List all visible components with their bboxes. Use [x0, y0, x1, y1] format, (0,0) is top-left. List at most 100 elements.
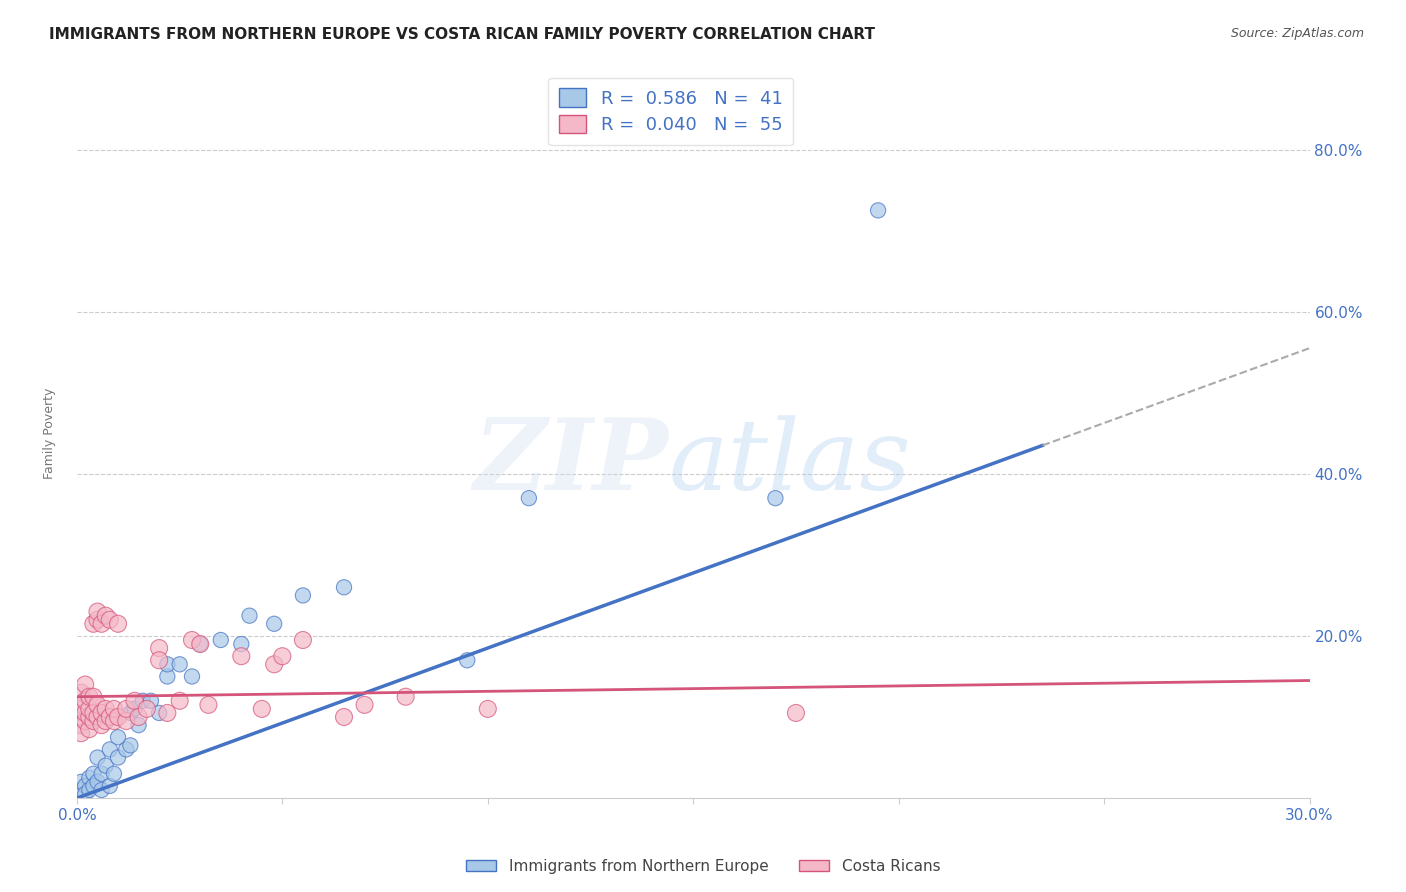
Point: [156, 669, 179, 683]
Point: [98, 613, 121, 627]
Point: [477, 702, 499, 716]
Point: [785, 706, 807, 720]
Point: [103, 702, 125, 716]
Point: [94, 702, 117, 716]
Point: [263, 657, 285, 672]
Point: [120, 706, 142, 720]
Point: [156, 706, 179, 720]
Point: [77, 722, 100, 736]
Point: [148, 706, 170, 720]
Point: [70, 726, 93, 740]
Point: [103, 714, 125, 728]
Point: [70, 686, 93, 700]
Point: [75, 677, 97, 691]
Point: [763, 491, 786, 505]
Point: [271, 649, 294, 664]
Point: [128, 718, 150, 732]
Point: [70, 775, 93, 789]
Point: [517, 491, 540, 505]
Point: [75, 706, 97, 720]
Point: [90, 766, 112, 780]
Point: [70, 783, 93, 797]
Point: [868, 203, 890, 218]
Point: [90, 616, 112, 631]
Point: [238, 608, 260, 623]
Point: [70, 706, 93, 720]
Point: [86, 775, 108, 789]
Point: [107, 750, 129, 764]
Point: [86, 710, 108, 724]
Point: [75, 779, 97, 793]
Point: [70, 718, 93, 732]
Point: [263, 616, 285, 631]
Text: Source: ZipAtlas.com: Source: ZipAtlas.com: [1230, 27, 1364, 40]
Text: atlas: atlas: [669, 415, 911, 510]
Point: [169, 694, 191, 708]
Point: [115, 714, 138, 728]
Point: [291, 589, 314, 603]
Point: [333, 710, 356, 724]
Point: [128, 710, 150, 724]
Point: [231, 649, 253, 664]
Point: [77, 771, 100, 785]
Point: [353, 698, 375, 712]
Point: [90, 706, 112, 720]
Point: [75, 714, 97, 728]
Point: [231, 637, 253, 651]
Point: [156, 657, 179, 672]
Point: [209, 632, 232, 647]
Y-axis label: Family Poverty: Family Poverty: [44, 388, 56, 479]
Point: [82, 714, 104, 728]
Point: [197, 698, 219, 712]
Point: [169, 657, 191, 672]
Point: [77, 690, 100, 704]
Point: [120, 739, 142, 753]
Legend: Immigrants from Northern Europe, Costa Ricans: Immigrants from Northern Europe, Costa R…: [460, 853, 946, 880]
Point: [82, 766, 104, 780]
Point: [135, 702, 157, 716]
Point: [98, 710, 121, 724]
Text: ZIP: ZIP: [474, 414, 669, 511]
Point: [139, 694, 162, 708]
Point: [107, 616, 129, 631]
Point: [94, 758, 117, 772]
Point: [86, 613, 108, 627]
Point: [77, 783, 100, 797]
Legend: R =  0.586   N =  41, R =  0.040   N =  55: R = 0.586 N = 41, R = 0.040 N = 55: [548, 78, 793, 145]
Point: [82, 706, 104, 720]
Point: [82, 779, 104, 793]
Point: [124, 702, 146, 716]
Point: [82, 616, 104, 631]
Point: [291, 632, 314, 647]
Point: [94, 714, 117, 728]
Point: [98, 779, 121, 793]
Point: [148, 641, 170, 656]
Point: [86, 698, 108, 712]
Point: [115, 702, 138, 716]
Point: [188, 637, 211, 651]
Point: [188, 637, 211, 651]
Point: [90, 718, 112, 732]
Point: [131, 694, 153, 708]
Point: [333, 580, 356, 594]
Point: [115, 742, 138, 756]
Point: [86, 605, 108, 619]
Point: [107, 710, 129, 724]
Point: [90, 783, 112, 797]
Point: [86, 750, 108, 764]
Point: [77, 702, 100, 716]
Point: [181, 632, 204, 647]
Point: [107, 731, 129, 745]
Point: [456, 653, 478, 667]
Point: [98, 742, 121, 756]
Text: IMMIGRANTS FROM NORTHERN EUROPE VS COSTA RICAN FAMILY POVERTY CORRELATION CHART: IMMIGRANTS FROM NORTHERN EUROPE VS COSTA…: [49, 27, 875, 42]
Point: [395, 690, 418, 704]
Point: [77, 710, 100, 724]
Point: [181, 669, 204, 683]
Point: [94, 608, 117, 623]
Point: [124, 694, 146, 708]
Point: [148, 653, 170, 667]
Point: [82, 690, 104, 704]
Point: [70, 698, 93, 712]
Point: [75, 787, 97, 801]
